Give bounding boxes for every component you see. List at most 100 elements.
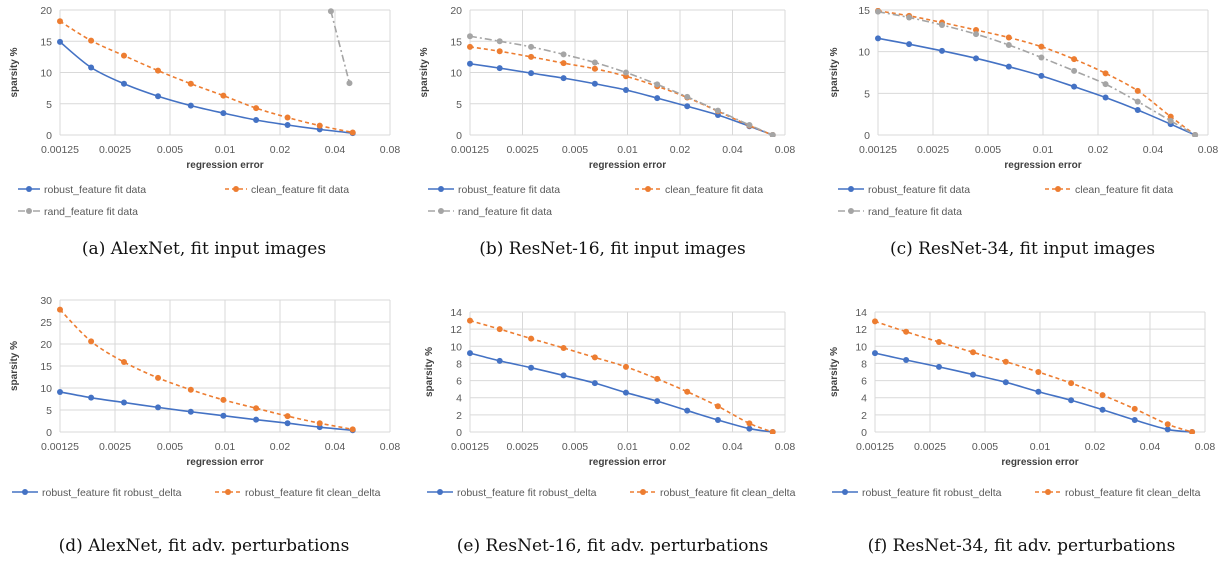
y-tick-label: 14 bbox=[855, 307, 867, 319]
y-axis-label: sparsity % bbox=[424, 347, 435, 397]
data-point-clean bbox=[1035, 369, 1042, 375]
x-tick-label: 0.02 bbox=[1085, 441, 1106, 453]
x-tick-label: 0.005 bbox=[972, 441, 998, 453]
data-point-robust bbox=[220, 110, 227, 117]
x-tick-label: 0.04 bbox=[1143, 144, 1164, 156]
data-point-robust bbox=[560, 372, 567, 379]
x-tick-label: 0.04 bbox=[325, 441, 346, 453]
y-tick-label: 5 bbox=[46, 405, 52, 417]
y-tick-label: 15 bbox=[450, 36, 462, 48]
y-axis-label: sparsity % bbox=[9, 47, 20, 97]
x-tick-label: 0.08 bbox=[1198, 144, 1219, 156]
series-line-rand bbox=[469, 35, 774, 136]
legend-marker-clean bbox=[640, 489, 646, 495]
data-point-rand bbox=[938, 22, 945, 28]
y-tick-label: 15 bbox=[40, 36, 52, 48]
data-point-clean bbox=[1131, 405, 1138, 412]
y-tick-label: 10 bbox=[40, 383, 52, 395]
data-point-clean bbox=[496, 326, 503, 333]
data-point-rand bbox=[622, 69, 629, 76]
y-tick-label: 4 bbox=[861, 393, 867, 405]
legend-label: clean_feature fit data bbox=[251, 184, 349, 196]
legend-marker-clean bbox=[1045, 489, 1051, 495]
y-tick-label: 10 bbox=[40, 68, 52, 80]
y-tick-label: 5 bbox=[456, 99, 462, 111]
legend-marker-rand bbox=[26, 208, 32, 214]
chart-panel-e: 0 2 4 6 8 10 12 14 0.00125 0.0025 0.005 0.01 0.02 0.0… bbox=[415, 290, 825, 505]
data-point-rand bbox=[1134, 98, 1141, 105]
data-point-rand bbox=[1167, 117, 1174, 124]
data-point-robust bbox=[187, 408, 194, 415]
series-group bbox=[875, 8, 1199, 137]
data-point-robust bbox=[622, 87, 629, 93]
y-axis-label: sparsity % bbox=[829, 347, 840, 397]
x-tick-label: 0.08 bbox=[380, 441, 401, 453]
series-line-robust bbox=[874, 352, 1193, 433]
y-tick-label: 6 bbox=[861, 376, 867, 388]
data-point-robust bbox=[875, 35, 881, 42]
data-point-clean bbox=[560, 345, 567, 351]
data-point-robust bbox=[528, 70, 535, 77]
data-point-clean bbox=[1005, 34, 1012, 41]
data-point-rand bbox=[496, 38, 503, 45]
series-group bbox=[467, 317, 776, 434]
chart-b-plot: 0 5 10 15 20 0.00125 0.0025 0.005 0.01 0.02 0.04 0.… bbox=[419, 5, 795, 218]
data-point-rand bbox=[654, 81, 661, 88]
legend-label: clean_feature fit data bbox=[1075, 184, 1173, 196]
data-point-clean bbox=[1167, 113, 1174, 120]
data-point-clean bbox=[284, 413, 291, 420]
chart-e-plot: 0 2 4 6 8 10 12 14 0.00125 0.0025 0.005 0.01 0.02 0.0… bbox=[424, 307, 796, 499]
data-point-clean bbox=[970, 349, 977, 356]
y-tick-label: 10 bbox=[855, 341, 867, 353]
chart-d-caption: (d) AlexNet, fit adv. perturbations bbox=[58, 536, 350, 556]
y-tick-label: 2 bbox=[456, 410, 462, 422]
data-point-robust bbox=[88, 64, 95, 71]
data-point-clean bbox=[120, 52, 127, 59]
x-tick-label: 0.04 bbox=[1140, 441, 1161, 453]
y-tick-label: 0 bbox=[46, 427, 52, 439]
series-line-rand bbox=[877, 10, 1196, 136]
y-tick-label: 8 bbox=[861, 358, 867, 370]
data-point-rand bbox=[327, 8, 334, 15]
legend-marker-clean bbox=[225, 489, 231, 495]
chart-panel-c: 0 5 10 15 0.00125 0.0025 0.005 0.01 0.02 0.04 0.08… bbox=[820, 0, 1220, 228]
y-tick-label: 20 bbox=[40, 339, 52, 351]
data-point-robust bbox=[935, 363, 942, 370]
data-point-clean bbox=[155, 67, 162, 74]
legend-marker-robust bbox=[848, 186, 854, 192]
data-point-robust bbox=[1131, 417, 1138, 423]
x-tick-label: 0.04 bbox=[722, 144, 743, 156]
data-point-robust bbox=[57, 388, 63, 395]
data-point-clean bbox=[903, 328, 910, 335]
x-tick-label: 0.02 bbox=[270, 144, 291, 156]
legend-marker-robust bbox=[438, 186, 444, 192]
data-point-rand bbox=[1192, 132, 1199, 137]
x-axis-label: regression error bbox=[589, 160, 666, 171]
data-point-robust bbox=[88, 394, 95, 401]
data-point-clean bbox=[57, 18, 63, 25]
x-axis-label: regression error bbox=[1001, 457, 1078, 468]
data-point-rand bbox=[1071, 67, 1078, 74]
x-tick-label: 0.08 bbox=[775, 441, 796, 453]
data-point-robust bbox=[1068, 397, 1075, 404]
data-point-robust bbox=[1099, 406, 1106, 413]
x-tick-label: 0.0025 bbox=[917, 144, 949, 156]
data-point-clean bbox=[187, 80, 194, 87]
data-point-rand bbox=[1038, 54, 1045, 61]
data-point-clean bbox=[1102, 70, 1109, 77]
x-tick-label: 0.005 bbox=[562, 441, 588, 453]
data-point-robust bbox=[903, 357, 910, 363]
x-tick-label: 0.005 bbox=[157, 441, 183, 453]
x-axis-label: regression error bbox=[589, 457, 666, 468]
data-point-robust bbox=[284, 420, 291, 427]
data-point-robust bbox=[714, 417, 721, 423]
y-axis-label: sparsity % bbox=[829, 47, 840, 97]
data-point-clean bbox=[57, 306, 63, 313]
data-point-clean bbox=[1002, 358, 1009, 365]
data-point-rand bbox=[684, 93, 691, 100]
data-point-rand bbox=[769, 132, 776, 137]
legend-label: robust_feature fit robust_delta bbox=[457, 487, 597, 499]
data-point-clean bbox=[1038, 43, 1045, 50]
y-tick-label: 12 bbox=[450, 324, 462, 336]
data-point-rand bbox=[714, 107, 721, 114]
